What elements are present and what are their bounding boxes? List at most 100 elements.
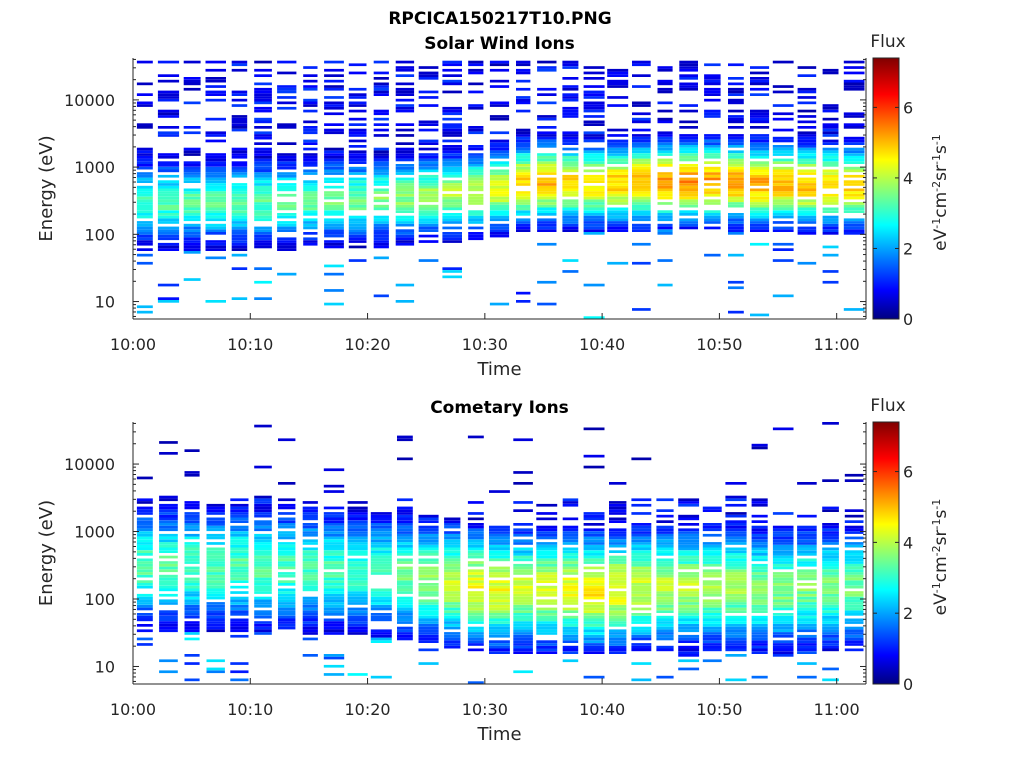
spectrogram-cell xyxy=(277,226,297,230)
spectrogram-cell xyxy=(397,547,413,551)
spectrogram-cell xyxy=(184,517,200,521)
spectrogram-cell xyxy=(822,561,839,564)
spectrogram-cell xyxy=(843,112,865,116)
spectrogram-cell xyxy=(751,591,768,594)
spectrogram-cell xyxy=(725,615,747,619)
spectrogram-cell xyxy=(844,640,864,643)
spectrogram-cell xyxy=(302,517,318,521)
spectrogram-cell xyxy=(609,634,627,638)
spectrogram-cell xyxy=(822,588,839,592)
spectrogram-cell xyxy=(444,607,461,611)
spectrogram-cell xyxy=(562,63,579,67)
spectrogram-cell xyxy=(303,131,318,135)
spectrogram-cell xyxy=(562,528,579,532)
spectrogram-cell xyxy=(418,96,439,99)
spectrogram-cell xyxy=(136,104,153,107)
spectrogram-cell xyxy=(822,221,839,224)
spectrogram-cell xyxy=(678,542,700,545)
spectrogram-cell xyxy=(302,561,318,564)
spectrogram-cell xyxy=(136,624,153,627)
spectrogram-cell xyxy=(609,585,627,589)
spectrogram-cell xyxy=(324,213,344,216)
spectrogram-cell xyxy=(843,123,865,126)
spectrogram-cell xyxy=(536,651,558,654)
spectrogram-cell xyxy=(797,637,817,641)
spectrogram-cell xyxy=(303,85,318,88)
spectrogram-cell xyxy=(442,63,462,67)
unit-part: eV xyxy=(931,593,951,615)
spectrogram-cell xyxy=(822,177,839,181)
spectrogram-cell xyxy=(467,512,484,515)
spectrogram-cell xyxy=(797,188,817,192)
spectrogram-cell xyxy=(159,629,178,633)
spectrogram-cell xyxy=(656,645,674,649)
spectrogram-cell xyxy=(562,659,579,663)
spectrogram-cell xyxy=(562,542,579,545)
spectrogram-cell xyxy=(205,79,226,83)
spectrogram-cell xyxy=(537,193,557,197)
spectrogram-cell xyxy=(157,115,180,118)
spectrogram-cell xyxy=(513,629,533,633)
spectrogram-cell xyxy=(183,153,201,156)
spectrogram-cell xyxy=(303,221,318,224)
spectrogram-cell xyxy=(797,599,817,603)
spectrogram-cell xyxy=(772,553,794,556)
spectrogram-cell xyxy=(183,229,201,232)
x-tick-label: 10:10 xyxy=(227,700,273,719)
spectrogram-cell xyxy=(562,610,579,613)
spectrogram-cell xyxy=(395,60,415,64)
spectrogram-cell xyxy=(205,161,226,164)
spectrogram-cell xyxy=(231,297,248,300)
spectrogram-cell xyxy=(679,164,698,167)
spectrogram-cell xyxy=(323,547,345,551)
spectrogram-cell xyxy=(136,191,153,194)
spectrogram-cell xyxy=(843,166,865,170)
spectrogram-cell xyxy=(183,177,201,181)
spectrogram-cell xyxy=(206,659,225,663)
spectrogram-cell xyxy=(679,139,698,143)
spectrogram-cell xyxy=(468,196,484,200)
spectrogram-cell xyxy=(728,183,744,186)
spectrogram-cell xyxy=(373,199,389,203)
spectrogram-cell xyxy=(136,240,153,243)
spectrogram-cell xyxy=(657,215,673,219)
spectrogram-cell xyxy=(583,645,605,649)
spectrogram-cell xyxy=(797,514,817,518)
spectrogram-cell xyxy=(751,542,768,545)
x-tick-label: 10:40 xyxy=(579,700,625,719)
spectrogram-cell xyxy=(397,520,413,523)
spectrogram-cell xyxy=(489,147,510,151)
spectrogram-cell xyxy=(467,602,484,605)
spectrogram-cell xyxy=(728,310,744,314)
spectrogram-cell xyxy=(278,555,296,559)
spectrogram-cell xyxy=(278,498,296,502)
spectrogram-cell xyxy=(324,204,344,208)
spectrogram-cell xyxy=(562,191,579,194)
spectrogram-cell xyxy=(797,596,817,600)
spectrogram-cell xyxy=(728,101,744,105)
spectrogram-cell xyxy=(231,199,248,203)
spectrogram-cell xyxy=(583,566,605,570)
spectrogram-cell xyxy=(254,101,272,105)
spectrogram-cell xyxy=(370,591,392,594)
spectrogram-cell xyxy=(324,180,344,183)
spectrogram-cell xyxy=(607,104,629,107)
spectrogram-cell xyxy=(536,555,558,559)
spectrogram-cell xyxy=(583,191,605,194)
spectrogram-cell xyxy=(631,558,652,562)
spectrogram-cell xyxy=(323,656,345,660)
spectrogram-cell xyxy=(370,604,392,608)
spectrogram-cell xyxy=(397,506,413,510)
spectrogram-cell xyxy=(725,536,747,540)
spectrogram-cell xyxy=(797,591,817,594)
spectrogram-cell xyxy=(183,166,201,170)
spectrogram-cell xyxy=(230,604,249,608)
spectrogram-cell xyxy=(751,574,768,578)
spectrogram-cell xyxy=(489,164,510,167)
spectrogram-cell xyxy=(418,259,439,262)
spectrogram-cell xyxy=(797,588,817,592)
spectrogram-cell xyxy=(631,602,652,605)
spectrogram-cell xyxy=(136,310,153,314)
spectrogram-cell xyxy=(750,145,770,148)
spectrogram-cell xyxy=(822,624,839,627)
